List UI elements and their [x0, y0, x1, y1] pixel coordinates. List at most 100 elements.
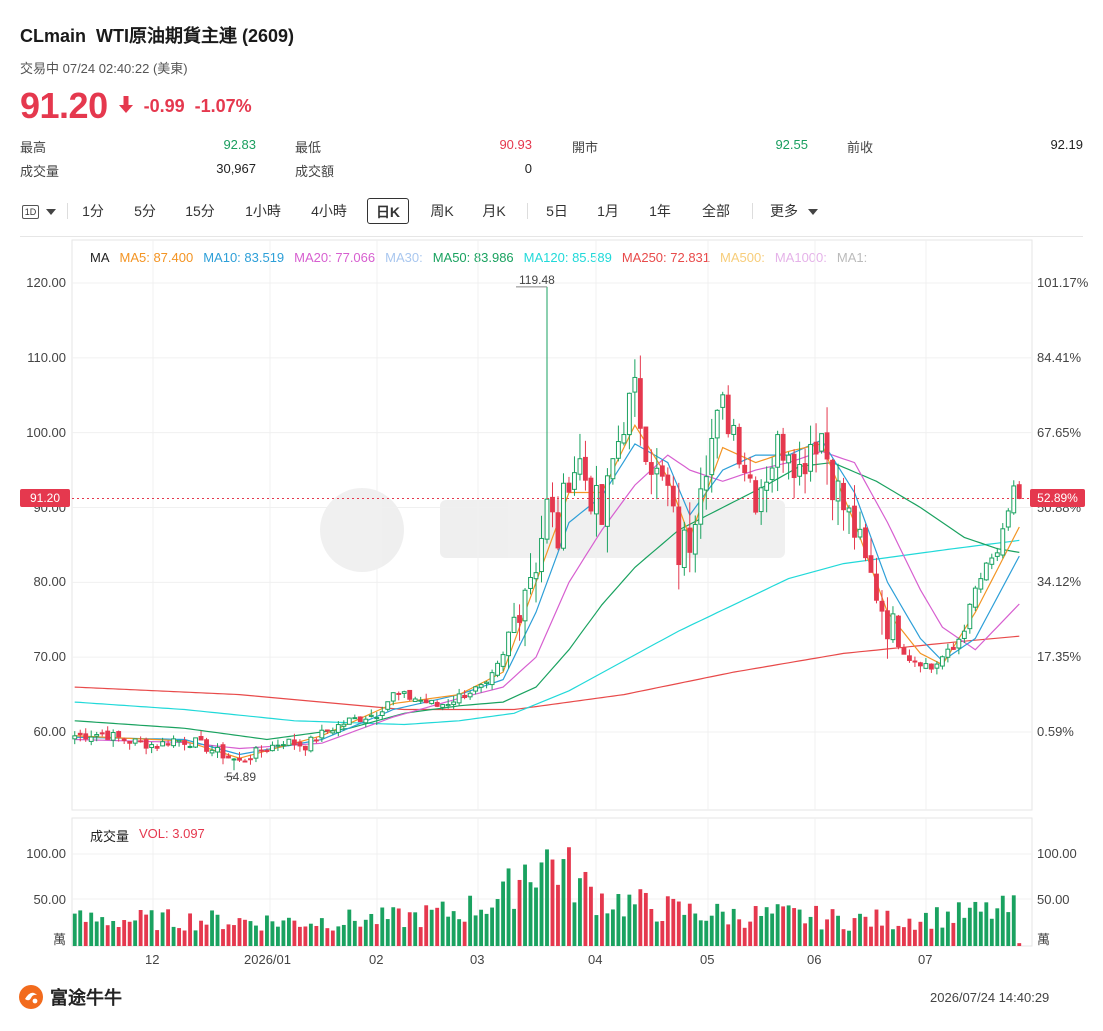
candle-body [94, 734, 100, 737]
candle-body [231, 758, 237, 761]
period-1m[interactable]: 1分 [82, 203, 104, 219]
candle-body [341, 723, 347, 727]
moving-average-lines [74, 423, 1020, 759]
candle-body [670, 485, 676, 507]
volume-bar [891, 929, 895, 946]
volume-bar [742, 927, 747, 946]
ma-legend-item: MA1000: [774, 250, 827, 265]
period-5m[interactable]: 5分 [134, 203, 156, 219]
volume-bar [325, 928, 330, 946]
ma-legend[interactable]: MA MA5: 87.400 MA10: 83.519 MA20: 77.066 MA3… [90, 250, 867, 265]
candle-body [445, 704, 451, 707]
period-5d[interactable]: 5日 [546, 203, 568, 219]
time-tick-label: 03 [470, 952, 485, 967]
period-week[interactable]: 周K [430, 203, 454, 219]
stat-low-label: 最低 [295, 140, 322, 155]
volume-bar [490, 907, 495, 946]
volume-bar [775, 904, 780, 946]
more-button[interactable]: 更多 [764, 198, 824, 224]
candle-body [264, 749, 270, 752]
volume-bar [243, 919, 247, 946]
volume-bar [923, 912, 928, 946]
volume-bar [819, 929, 824, 946]
volume-bar [643, 892, 648, 946]
candle-body [440, 704, 446, 708]
volume-bar [825, 919, 829, 946]
volume-bar [731, 908, 736, 946]
candle-body [456, 693, 462, 704]
price-tick-label: 60.00 [33, 724, 66, 739]
candle-body [643, 426, 649, 463]
candle-body [429, 699, 435, 705]
candle-body [434, 702, 440, 707]
volume-bar [649, 908, 654, 946]
volume-bar [830, 909, 835, 946]
volume-bar [682, 914, 687, 946]
volume-bar [396, 908, 401, 946]
ma-legend-item: MA250: 72.831 [621, 250, 711, 265]
volume-bar [902, 927, 906, 946]
chart-type-button[interactable]: 1D [20, 198, 58, 224]
volume-bar [556, 884, 560, 946]
volume-bar [286, 917, 291, 946]
volume-bar [632, 904, 637, 946]
volume-bar [726, 924, 731, 946]
period-1y[interactable]: 1年 [649, 203, 671, 219]
candle-body [665, 474, 671, 486]
chart-grid [71, 239, 1033, 947]
candle-body [846, 507, 852, 513]
candle-body [374, 717, 380, 720]
candlesticks [72, 286, 1022, 771]
period-1h[interactable]: 1小時 [245, 203, 281, 219]
candle-body [654, 467, 660, 475]
period-1mo[interactable]: 1月 [597, 203, 619, 219]
instrument-title: CLmain WTI原油期貨主連 (2609) [20, 22, 294, 48]
volume-bar [951, 922, 956, 946]
arrow-down-icon [118, 96, 133, 113]
volume-bar [863, 916, 868, 946]
volume-bar [929, 928, 934, 946]
volume-bar [495, 899, 500, 946]
volume-bar [594, 915, 599, 946]
volume-bar [528, 882, 533, 946]
stat-prevclose-value: 92.19 [1050, 137, 1083, 152]
volume-bar [654, 921, 659, 946]
volume-bar [171, 926, 176, 946]
candle-body [473, 686, 479, 692]
candle-body [368, 714, 374, 717]
volume-legend[interactable]: 成交量 VOL: 3.097 [90, 826, 205, 845]
period-day[interactable]: 日K [367, 198, 409, 224]
volume-bar [413, 912, 418, 946]
volume-bar [363, 919, 368, 946]
volume-bar [797, 909, 802, 946]
candle-body [182, 740, 187, 745]
candle-body [116, 731, 122, 738]
volume-bar [446, 916, 451, 946]
volume-bar [457, 919, 462, 946]
candle-body [302, 745, 308, 751]
candle-body [407, 689, 413, 700]
candle-body [335, 724, 341, 733]
volume-bar [83, 921, 88, 946]
vol-unit-right: 萬 [1037, 932, 1051, 947]
candle-body [357, 716, 363, 723]
volume-bar [314, 925, 319, 946]
percent-tick-label: 84.41% [1037, 349, 1082, 365]
period-4h[interactable]: 4小時 [311, 203, 347, 219]
volume-bar [435, 907, 440, 946]
volume-bar [462, 921, 467, 946]
candle-body [961, 630, 967, 639]
volume-bar [138, 909, 143, 946]
candle-body [703, 476, 709, 491]
candle-body [967, 603, 973, 630]
volume-bar [523, 864, 527, 946]
trading-status: 交易中 07/24 02:40:22 (美東) [20, 61, 188, 76]
candle-body [802, 463, 808, 475]
candle-body [692, 524, 698, 555]
period-all[interactable]: 全部 [702, 203, 730, 219]
period-month[interactable]: 月K [482, 203, 506, 219]
period-15m[interactable]: 15分 [185, 203, 215, 219]
candle-body [681, 529, 687, 569]
volume-bar [956, 902, 961, 946]
